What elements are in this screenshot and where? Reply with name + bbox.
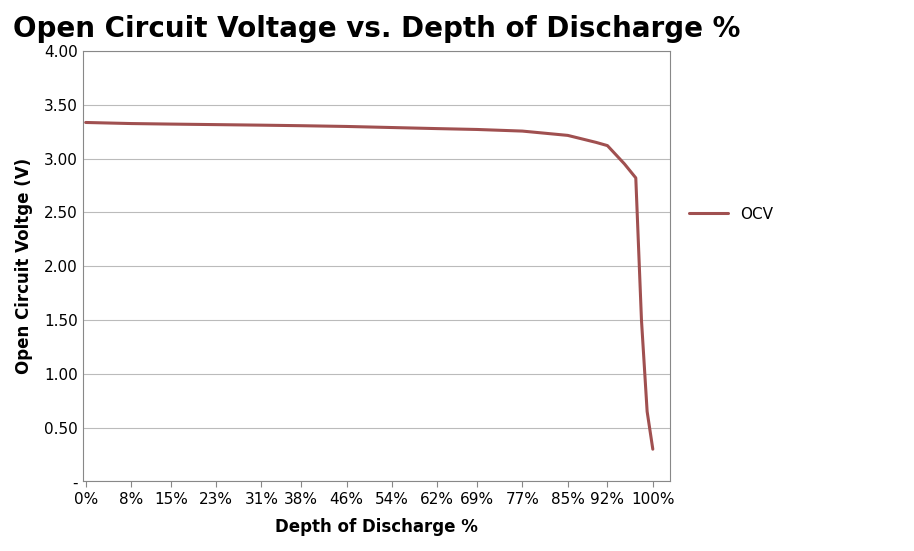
OCV [602, 142, 613, 149]
OCV [619, 160, 630, 167]
OCV [590, 139, 601, 145]
OCV [472, 126, 483, 133]
OCV [341, 123, 352, 130]
Title: Open Circuit Voltage vs. Depth of Discharge %: Open Circuit Voltage vs. Depth of Discha… [13, 15, 740, 43]
OCV [642, 408, 653, 415]
X-axis label: Depth of Discharge %: Depth of Discharge % [275, 518, 478, 536]
Y-axis label: Open Circuit Voltge (V): Open Circuit Voltge (V) [15, 158, 33, 374]
OCV [256, 122, 267, 128]
OCV [517, 128, 528, 134]
OCV [80, 119, 91, 126]
OCV [431, 125, 442, 132]
OCV [387, 124, 398, 131]
OCV [210, 121, 221, 128]
Legend: OCV: OCV [684, 201, 779, 228]
OCV [636, 317, 647, 323]
OCV [125, 120, 136, 127]
OCV [165, 121, 176, 127]
OCV [631, 175, 642, 181]
OCV [647, 446, 658, 452]
OCV [562, 132, 573, 139]
Line: OCV: OCV [86, 122, 653, 449]
OCV [296, 122, 307, 129]
